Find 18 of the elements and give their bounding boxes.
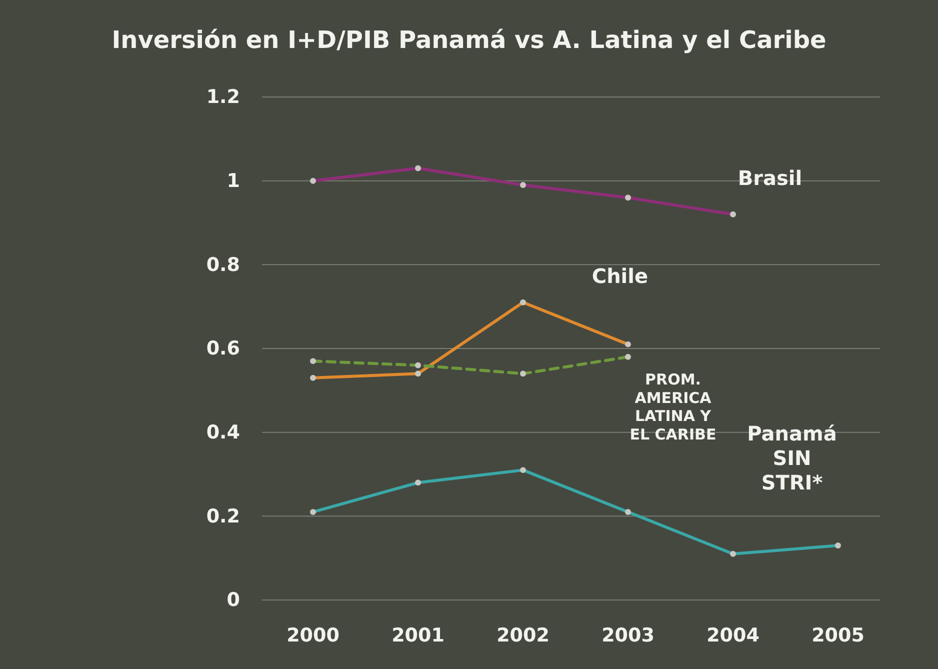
chart-title: Inversión en I+D/PIB Panamá vs A. Latina y el Caribe [112,26,826,54]
y-tick-label: 0.2 [206,505,240,528]
x-tick-label: 2003 [602,624,654,646]
series-label: Brasil [738,166,802,190]
y-tick-label: 0 [226,589,240,612]
x-tick-label: 2000 [286,624,340,646]
y-tick-label: 1.2 [206,86,240,108]
y-tick-label: 0.6 [206,338,240,360]
series-label: PROM. AMERICA LATINA Y EL CARIBE [630,370,716,444]
y-tick-label: 1 [226,170,240,192]
y-tick-label: 0.8 [206,254,240,276]
x-tick-label: 2004 [706,624,760,646]
y-tick-label: 0.4 [206,421,240,444]
x-tick-label: 2005 [812,624,864,646]
text: Panamá SIN STRI* [747,422,837,494]
x-tick-label: 2001 [392,624,444,646]
series-label: Chile [592,264,648,288]
x-tick-label: 2002 [496,624,550,646]
